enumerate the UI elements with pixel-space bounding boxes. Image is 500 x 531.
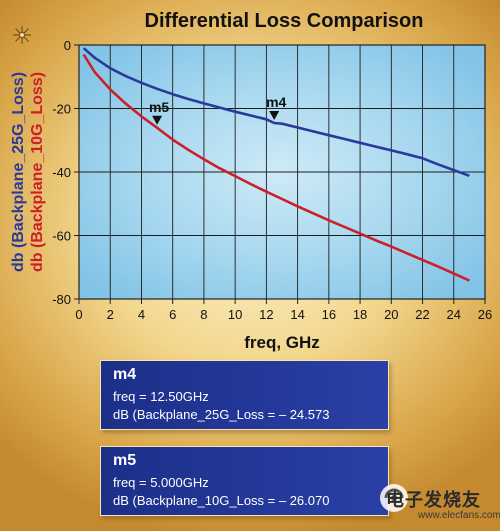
y-ticks: 0 -20 -40 -60 -80 xyxy=(52,38,79,307)
y-tick-label: -40 xyxy=(52,165,71,180)
marker-box-freq: freq = 5.000GHz xyxy=(113,475,209,490)
marker-box-m5: m5 freq = 5.000GHz dB (Backplane_10G_Los… xyxy=(100,446,389,516)
watermark-text: 电子发烧友 xyxy=(386,490,481,510)
y-tick-label: -20 xyxy=(52,102,71,117)
markers: m4 m5 xyxy=(149,94,287,125)
marker-box-db: dB (Backplane_10G_Loss = – 26.070 xyxy=(113,493,330,508)
x-tick-label: 10 xyxy=(228,307,242,322)
x-tick-label: 22 xyxy=(415,307,429,322)
grid xyxy=(79,45,485,299)
x-tick-label: 4 xyxy=(138,307,145,322)
x-tick-label: 0 xyxy=(75,307,82,322)
marker-m4-triangle xyxy=(269,111,280,121)
marker-m5-label: m5 xyxy=(149,99,169,115)
marker-m4-label: m4 xyxy=(266,94,286,110)
series-line-Backplane_25G_Loss xyxy=(82,47,470,178)
x-tick-label: 16 xyxy=(322,307,336,322)
series-lines xyxy=(82,47,470,282)
sparkle-icon xyxy=(13,26,31,44)
y-axis-label-10g: db (Backplane_10G_Loss) xyxy=(29,72,46,272)
x-tick-label: 6 xyxy=(169,307,176,322)
x-tick-label: 12 xyxy=(259,307,273,322)
y-axis-label-25g: db (Backplane_25G_Loss) xyxy=(10,72,27,272)
x-tick-label: 14 xyxy=(290,307,304,322)
x-tick-label: 2 xyxy=(107,307,114,322)
x-tick-label: 20 xyxy=(384,307,398,322)
marker-box-name: m5 xyxy=(113,452,137,469)
marker-box-freq: freq = 12.50GHz xyxy=(113,389,209,404)
x-tick-label: 24 xyxy=(447,307,461,322)
y-tick-label: -60 xyxy=(52,229,71,244)
watermark-logo-icon xyxy=(380,484,408,512)
marker-box-db: dB (Backplane_25G_Loss = – 24.573 xyxy=(113,407,330,422)
x-tick-label: 26 xyxy=(478,307,492,322)
y-tick-label: 0 xyxy=(64,38,71,53)
watermark-url: www.elecfans.com xyxy=(418,510,500,521)
x-axis-label: freq, GHz xyxy=(244,333,320,352)
marker-box-m4: m4 freq = 12.50GHz dB (Backplane_25G_Los… xyxy=(100,360,389,430)
x-tick-label: 8 xyxy=(200,307,207,322)
marker-box-name: m4 xyxy=(113,366,137,383)
series-line-Backplane_10G_Loss xyxy=(82,53,470,282)
chart-title: Differential Loss Comparison xyxy=(145,10,424,32)
marker-m5-triangle xyxy=(152,115,163,125)
x-tick-label: 18 xyxy=(353,307,367,322)
x-ticks: 0 2 4 6 8 10 12 14 16 18 20 22 24 26 xyxy=(75,299,492,322)
y-tick-label: -80 xyxy=(52,292,71,307)
